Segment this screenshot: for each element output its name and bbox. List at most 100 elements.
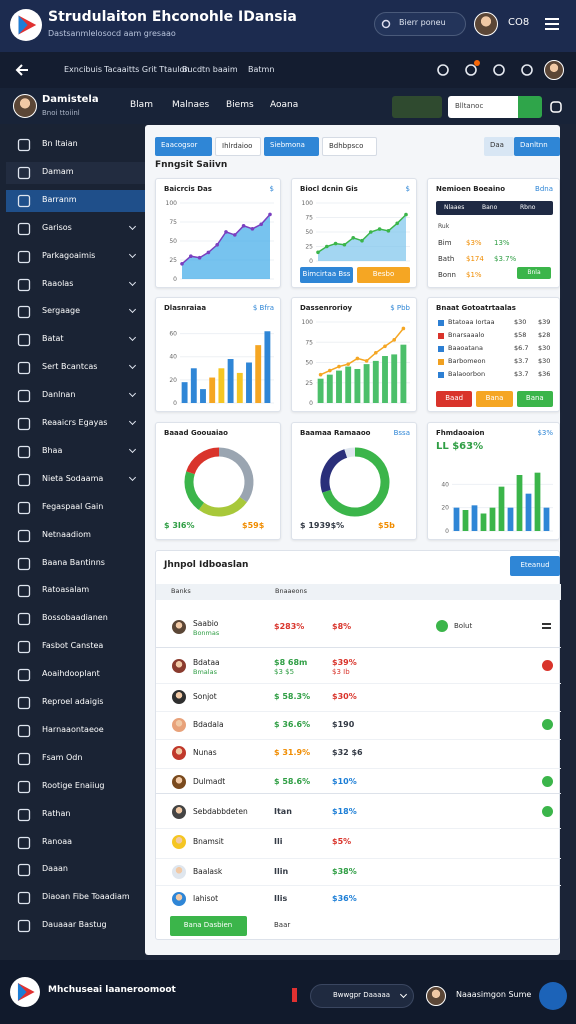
account-name[interactable]: CO8 (508, 17, 530, 28)
tab[interactable]: Siebmona (264, 137, 319, 156)
point (401, 326, 406, 331)
row-icon[interactable] (542, 806, 553, 817)
avatar (171, 864, 187, 880)
sidebar-item[interactable]: Bn Itaian (6, 134, 145, 156)
search-pill[interactable]: Bierr poneu (374, 12, 466, 36)
sidebar-item[interactable]: Raaolas (6, 274, 145, 296)
widget-card: Baaad Goouaiao $ 3I6% $59$ (155, 422, 281, 540)
tab[interactable]: Eaacogsor (155, 137, 212, 156)
tab[interactable]: Bdhbpsco (322, 137, 377, 156)
list-cell: $58 (514, 331, 527, 339)
breadcrumb[interactable]: Batmn (248, 65, 275, 74)
breadcrumb[interactable]: Tacaaitts Grit Ttaulon (104, 65, 190, 74)
avatar (13, 94, 37, 118)
icon (17, 668, 31, 682)
dark-button[interactable] (392, 96, 442, 118)
sidebar-item[interactable]: Fegaspaal Gain (6, 497, 145, 519)
bar (471, 505, 478, 531)
row-divider (156, 793, 561, 794)
y-tick-label: 50 (305, 360, 313, 367)
nav-link[interactable]: Biems (226, 100, 254, 110)
y-tick-label: 0 (309, 258, 313, 265)
footer-select[interactable]: Bwwgpr Daaaaa (310, 984, 414, 1008)
sidebar-item[interactable]: Batat (6, 329, 145, 351)
row-icon[interactable] (542, 776, 553, 787)
search-input[interactable]: Blltanoc (448, 96, 518, 118)
sidebar-item[interactable]: Sert Bcantcas (6, 357, 145, 379)
row-value: $30% (332, 692, 357, 701)
action-button[interactable]: Danltnn (514, 137, 560, 156)
breadcrumb-bar: Exncibuis Tacaaitts Grit Ttaulon Bucdtn ba… (0, 52, 576, 88)
sidebar-item[interactable]: Netnaadiom (6, 525, 145, 547)
sidebar-item[interactable]: Parkagoaimis (6, 246, 145, 268)
icon (17, 334, 31, 347)
sidebar-item[interactable]: Rathan (6, 804, 145, 826)
sidebar-label: Bhaa (42, 445, 63, 455)
sidebar-item[interactable]: Baana Bantinns (6, 553, 145, 575)
widget-button[interactable]: Baad (436, 391, 473, 407)
widget-button[interactable]: Besbo (357, 267, 410, 283)
sidebar-item[interactable]: Reaaicrs Egayas (6, 413, 145, 435)
sidebar-item[interactable]: Daaan (6, 859, 145, 881)
avatar (171, 804, 187, 820)
sidebar-item[interactable]: Bossobaadianen (6, 608, 145, 630)
bar (480, 513, 487, 531)
y-tick-label: 60 (169, 331, 177, 338)
point (268, 212, 272, 217)
row-name: Iahisot (193, 894, 219, 903)
row-icon[interactable] (542, 660, 553, 671)
y-tick-label: 25 (305, 244, 313, 251)
search-button[interactable] (518, 96, 542, 118)
sidebar-item[interactable]: Ranoaa (6, 832, 145, 854)
icon (17, 780, 31, 793)
point (360, 238, 364, 243)
bar (363, 364, 370, 403)
bar (534, 472, 541, 531)
table-footer-button[interactable]: Bana Dasbien (170, 916, 247, 936)
tab[interactable]: Ihlrdaioo (215, 137, 261, 156)
widget-button[interactable]: Bnla (517, 267, 551, 279)
app-title: Strudulaiton Ehconohle IDansia (48, 9, 297, 25)
sidebar-item[interactable]: Garisos (6, 218, 145, 240)
nav-link[interactable]: Aoana (270, 100, 299, 110)
sidebar-item[interactable]: Harnaaontaeoe (6, 720, 145, 742)
sidebar-item[interactable]: Fasbot Canstea (6, 636, 145, 658)
icon (17, 138, 31, 152)
widget-button[interactable]: Bimcirtaa Bss (300, 267, 353, 283)
row-value: $36% (332, 894, 357, 903)
table-button[interactable]: Eteanud (510, 556, 560, 576)
sidebar-item[interactable]: Barranm (6, 189, 145, 212)
row-icon[interactable] (542, 719, 553, 730)
fab[interactable] (539, 982, 567, 1010)
breadcrumb[interactable]: Bucdtn baaim (182, 65, 238, 74)
action-label: Daa (490, 141, 504, 149)
area (182, 214, 270, 279)
sidebar-item[interactable]: Damam (6, 161, 145, 184)
sidebar-item[interactable]: Diaoan Fibe Toaadiam (6, 887, 145, 909)
point (404, 212, 408, 217)
breadcrumb[interactable]: Exncibuis (64, 65, 103, 74)
sidebar-label: Bossobaadianen (42, 613, 108, 623)
action-button[interactable]: Daa (484, 137, 514, 156)
sidebar-item[interactable]: Dauaaar Bastug (6, 915, 145, 937)
sidebar-item[interactable]: Rootige Enaiiug (6, 776, 145, 798)
sidebar-item[interactable]: Ratoasalam (6, 580, 145, 602)
point (374, 350, 378, 355)
widget-button[interactable]: Bana (516, 391, 553, 407)
donut-segment (198, 496, 247, 517)
sidebar-item[interactable]: Aoaihdooplant (6, 664, 145, 686)
nav-link[interactable]: Malnaes (172, 100, 210, 110)
menu-icon (545, 28, 559, 30)
sidebar-icon (17, 362, 31, 375)
widget-button[interactable]: Bana (476, 391, 513, 407)
nav-link[interactable]: Blam (130, 100, 153, 110)
sidebar-item[interactable]: Bhaa (6, 441, 145, 463)
sidebar-item[interactable]: Danlnan (6, 385, 145, 407)
button-label: Bana (485, 394, 504, 402)
row-name: Baalask (193, 867, 223, 876)
sidebar-item[interactable]: Sergaage (6, 301, 145, 323)
sidebar-item[interactable]: Nieta Sodaama (6, 469, 145, 491)
sidebar-item[interactable]: Fsam Odn (6, 748, 145, 770)
icon (17, 641, 31, 654)
sidebar-item[interactable]: Reproel adaigis (6, 692, 145, 714)
